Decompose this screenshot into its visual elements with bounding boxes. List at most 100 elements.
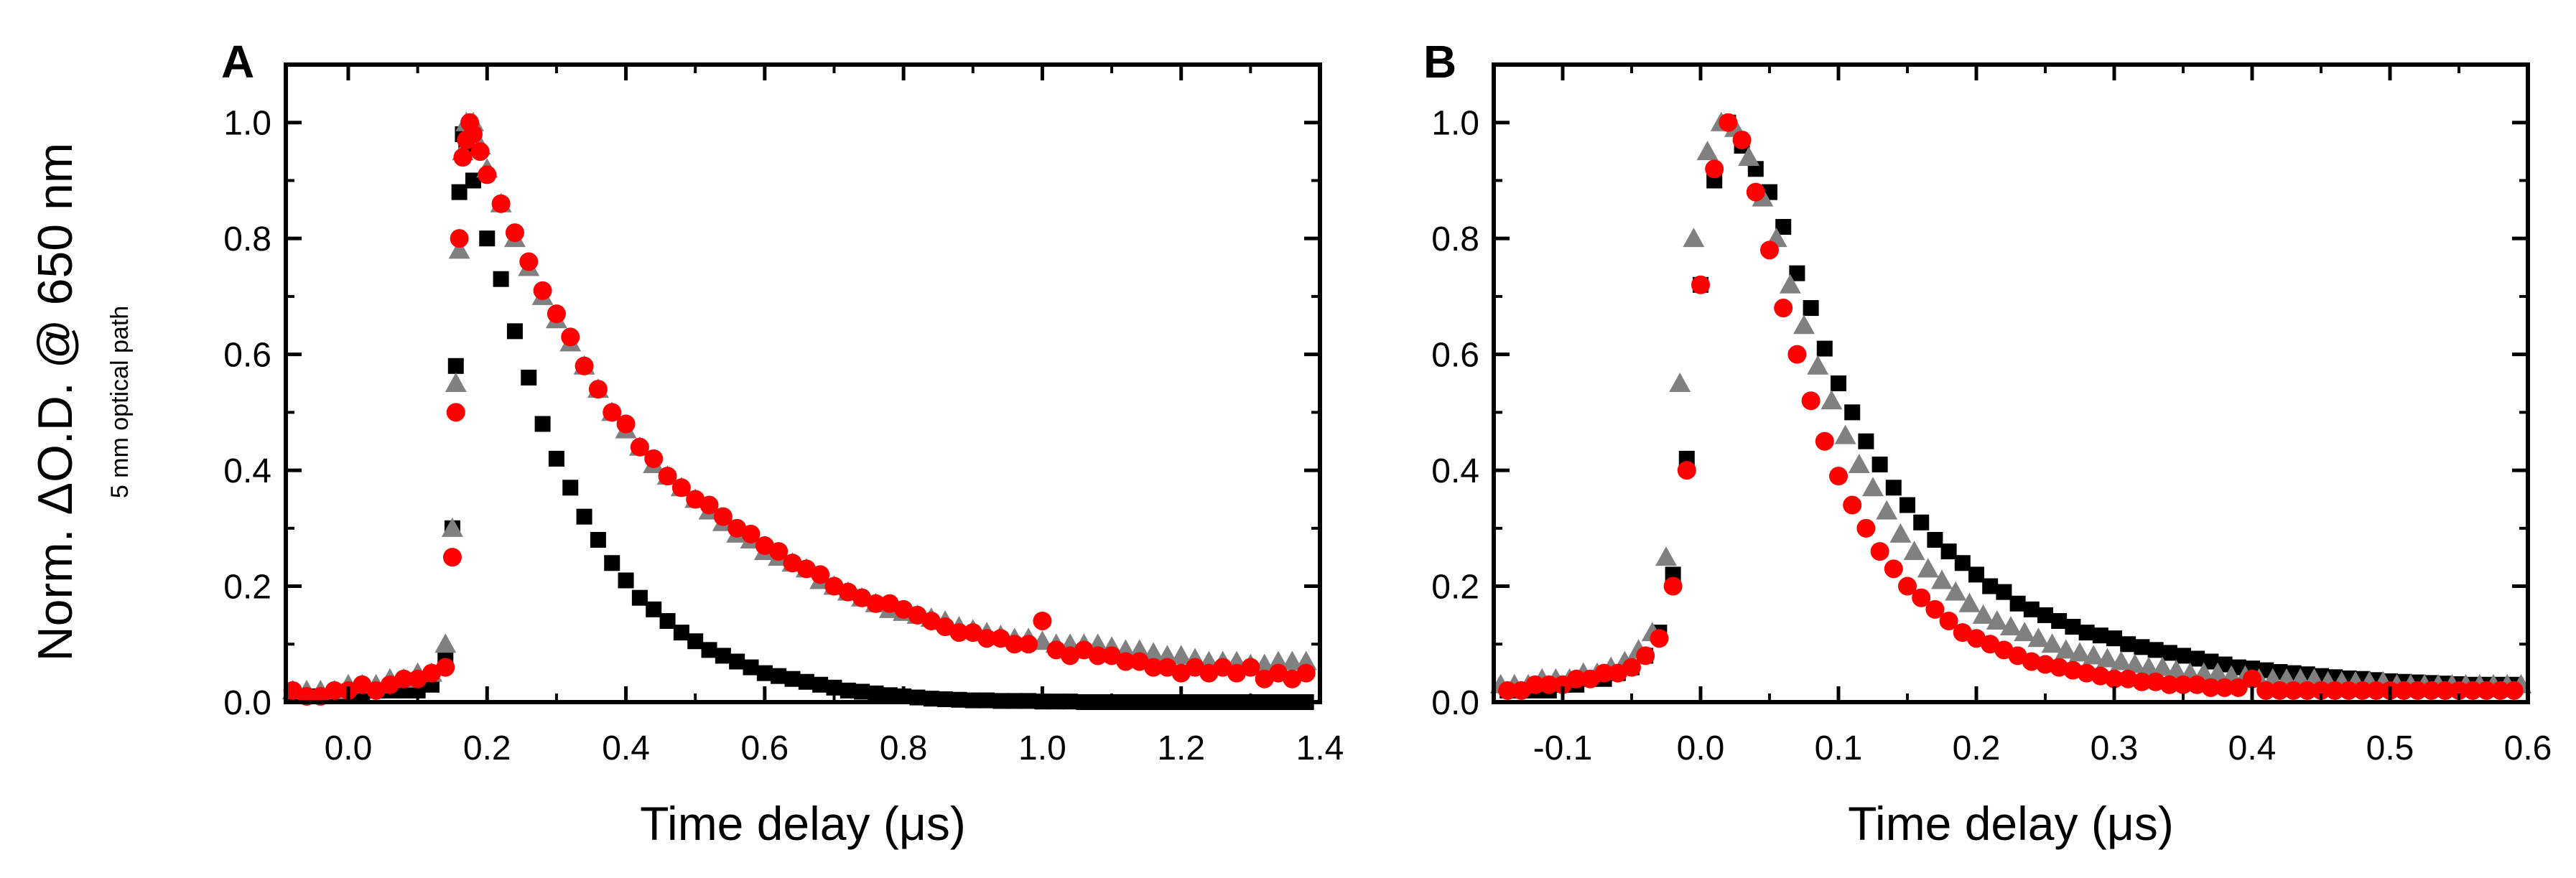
panel-b-gray-triangles-point bbox=[2000, 616, 2022, 636]
panel-b-y-tick-label: 0.0 bbox=[1431, 684, 1479, 722]
panel-b-black-squares-point bbox=[1789, 265, 1805, 281]
panel-a-gray-triangles-point bbox=[1170, 645, 1192, 665]
panel-b-red-circles-point bbox=[1829, 467, 1848, 486]
panel-a-black-squares-point bbox=[715, 648, 731, 664]
panel-b-black-squares-point bbox=[2161, 645, 2177, 661]
panel-a-y-tick-label: 0.8 bbox=[223, 220, 271, 258]
panel-a-black-squares-point bbox=[687, 633, 704, 650]
panel-b-red-circles-point bbox=[2366, 681, 2386, 700]
panel-b-gray-triangles-point bbox=[1931, 569, 1953, 589]
panel-b-gray-triangles-point bbox=[1807, 355, 1829, 375]
panel-b-black-squares-point bbox=[1954, 555, 1971, 571]
panel-a-gray-triangles-point bbox=[434, 633, 457, 653]
panel-b-gray-triangles-point bbox=[1683, 228, 1705, 248]
panel-b-red-circles-point bbox=[2174, 675, 2193, 694]
panel-b-red-circles-point bbox=[2422, 681, 2441, 700]
panel-b-gray-triangles-point bbox=[2152, 656, 2174, 676]
panel-a-black-squares-point bbox=[493, 271, 509, 287]
panel-b-red-circles-point bbox=[2215, 678, 2234, 697]
panel-a-red-circles-point bbox=[1116, 652, 1135, 671]
panel-b-black-squares-point bbox=[2203, 653, 2219, 670]
panel-letter-a: A bbox=[221, 36, 254, 88]
panel-a-red-circles-point bbox=[644, 449, 664, 468]
panel-a-gray-triangles-point bbox=[1281, 650, 1303, 671]
panel-b-red-circles-point bbox=[2270, 681, 2289, 700]
panel-a-red-circles-point bbox=[325, 681, 344, 700]
panel-a-gray-triangles-point bbox=[1143, 642, 1165, 662]
panel-b-red-circles-point bbox=[1746, 182, 1765, 202]
panel-a-x-tick-label: 0.2 bbox=[463, 729, 511, 767]
panel-b-black-squares-point bbox=[2065, 619, 2081, 635]
panel-a-x-tick-label: 0.6 bbox=[740, 729, 789, 767]
panel-a-red-circles-point bbox=[630, 437, 649, 457]
panel-b-gray-triangles-point bbox=[2055, 639, 2077, 659]
panel-a-red-circles-point bbox=[453, 148, 473, 167]
panel-b-x-tick-label: 0.6 bbox=[2504, 729, 2552, 767]
panel-a-x-tick-label: 1.4 bbox=[1296, 729, 1344, 767]
panel-a-red-circles-point bbox=[547, 304, 566, 324]
panel-b-red-circles-point bbox=[1912, 588, 1931, 607]
panel-a-red-circles-point bbox=[658, 467, 677, 486]
panel-b-frame bbox=[1492, 62, 2530, 704]
panel-b-y-tick-label: 1.0 bbox=[1431, 105, 1479, 143]
panel-b-red-circles-point bbox=[1939, 611, 1958, 630]
panel-b-ticks: -0.1 0.0 0.1 0.2 0.3 0.4 0.5 0.6 0.0 0.2 0.4 0.6 0.8… bbox=[1431, 63, 2552, 767]
panel-a-black-squares-point bbox=[506, 323, 523, 340]
panel-a-black-squares-point bbox=[826, 679, 842, 696]
panel-a-ticks: 0.0 0.2 0.4 0.6 0.8 1.0 1.2 1.4 0.0 0.2 0.4 0.6 0.8 1… bbox=[223, 63, 1344, 767]
panel-a-gray-triangles-point bbox=[1156, 645, 1178, 665]
panel-b-black-squares-point bbox=[2147, 642, 2164, 658]
panel-b-black-squares-point bbox=[2120, 636, 2136, 653]
panel-b-y-tick-label: 0.2 bbox=[1431, 569, 1479, 607]
panel-b-red-circles-point bbox=[1677, 461, 1696, 480]
panel-a-red-circles-point bbox=[977, 629, 997, 648]
panel-b-gray-triangles-point bbox=[1889, 523, 1912, 543]
panel-b-gray-triangles-point bbox=[1848, 454, 1870, 474]
panel-b-red-circles-point bbox=[1567, 669, 1586, 688]
panel-b-red-circles-point bbox=[2243, 669, 2261, 688]
panel-a-gray-triangles-point bbox=[1268, 650, 1290, 671]
panel-b-black-squares-point bbox=[1858, 433, 1874, 449]
panel-a-black-squares-point bbox=[631, 589, 648, 606]
panel-b-red-circles-point bbox=[2105, 669, 2124, 688]
panel-a-red-circles-point bbox=[519, 252, 539, 271]
panel-a-red-circles-point bbox=[699, 495, 719, 515]
panel-b-black-squares-point bbox=[2092, 627, 2108, 644]
panel-a-black-squares-point bbox=[590, 531, 606, 548]
panel-a-black-squares-point bbox=[673, 625, 689, 641]
panel-a-y-tick-label: 0.2 bbox=[223, 569, 271, 607]
panel-b-red-circles-point bbox=[1705, 159, 1724, 179]
panel-b-red-circles-point bbox=[1719, 113, 1738, 132]
panel-b-red-circles-point bbox=[2325, 681, 2345, 700]
panel-b-red-circles-point bbox=[2435, 681, 2455, 700]
panel-b-black-squares-point bbox=[2009, 595, 2026, 612]
panel-b-x-axis-title: Time delay (μs) bbox=[1848, 797, 2174, 850]
panel-b-gray-triangles-point bbox=[1862, 477, 1884, 497]
panel-b-x-tick-label: 0.4 bbox=[2228, 729, 2277, 767]
panel-b-x-tick-label: 0.5 bbox=[2366, 729, 2414, 767]
panel-b-red-circles-point bbox=[2312, 681, 2330, 700]
panel-a-red-circles-point bbox=[603, 403, 622, 422]
panel-a-gray-triangles-point bbox=[445, 373, 467, 392]
panel-a-red-circles-point bbox=[505, 223, 524, 243]
panel-a-red-circles-point bbox=[866, 594, 885, 613]
panel-b-y-tick-label: 0.6 bbox=[1431, 337, 1479, 375]
panel-a-y-tick-label: 0.4 bbox=[223, 452, 271, 490]
panel-b-red-circles-point bbox=[1691, 275, 1710, 294]
panel-b-gray-triangles-point bbox=[1834, 424, 1856, 444]
panel-b-gray-triangles-point bbox=[1655, 546, 1677, 566]
panel-a-black-squares-point bbox=[562, 480, 579, 496]
panel-b-red-circles-point bbox=[1801, 391, 1821, 411]
panel-b-black-squares-point bbox=[1816, 340, 1833, 357]
panel-a-red-circles-point bbox=[713, 507, 733, 526]
panel-b-red-circles-point bbox=[1663, 576, 1683, 596]
panel-a-black-squares-point bbox=[937, 691, 954, 707]
panel-b-red-circles-point bbox=[1760, 240, 1779, 260]
panel-a-red-circles-point bbox=[478, 165, 497, 185]
panel-a-black-squares-point bbox=[618, 572, 634, 589]
panel-a: A 0.0 0.2 0.4 0.6 0.8 1.0 1.2 1.40.00.20.40.60.… bbox=[221, 36, 1344, 850]
panel-b-red-circles-point bbox=[2491, 681, 2510, 700]
panel-b-y-tick-label: 0.8 bbox=[1431, 220, 1479, 258]
panel-b-red-circles-point bbox=[2353, 681, 2372, 700]
panel-a-red-circles-point bbox=[394, 669, 414, 688]
